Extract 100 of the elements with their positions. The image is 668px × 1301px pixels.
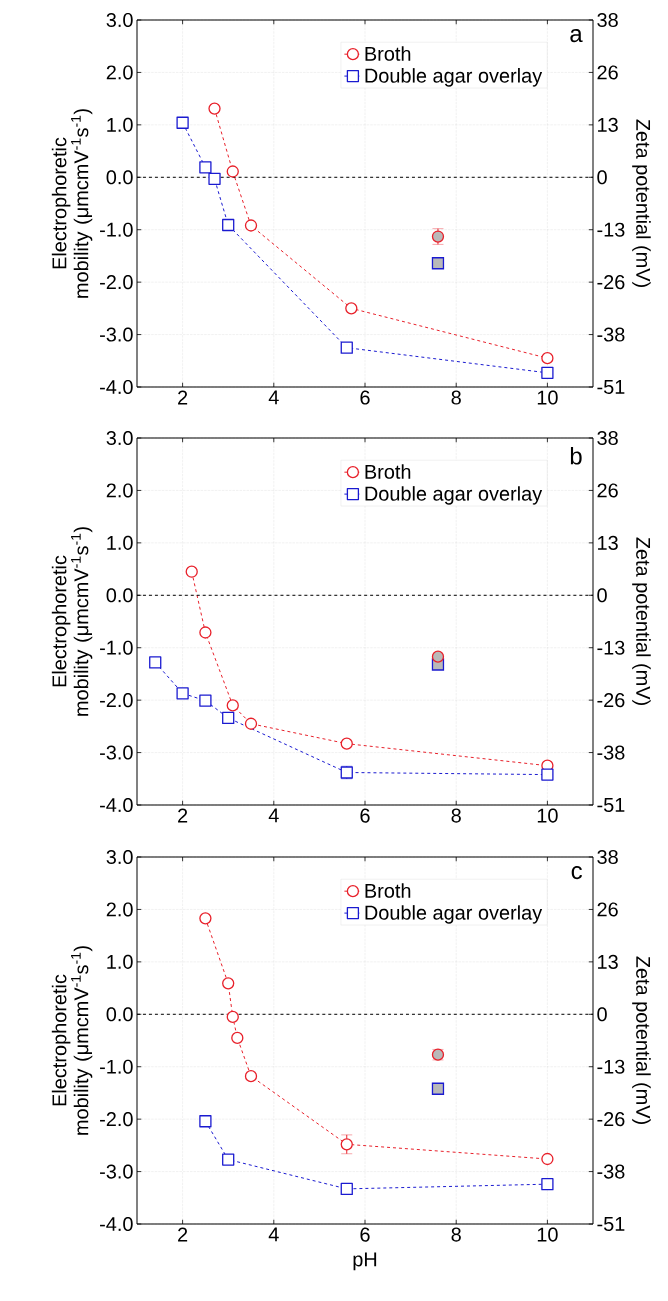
y2-axis-title: Zeta potential (mV) <box>632 956 651 1124</box>
x-tick-label: 2 <box>178 1227 188 1242</box>
y2-tick-label: -51 <box>597 380 625 394</box>
y2-tick-label: 38 <box>597 430 618 446</box>
y2-tick-label: -38 <box>597 1164 625 1179</box>
point <box>185 565 198 578</box>
x-tick-label: 8 <box>451 390 461 405</box>
point <box>541 1178 554 1191</box>
point <box>244 1070 258 1083</box>
y-tick-label: -3.0 <box>100 1164 133 1179</box>
y2-tick-label: 13 <box>598 117 618 132</box>
annotation: a <box>570 29 583 43</box>
legend-label: Double agar overlay <box>365 905 543 924</box>
point <box>340 737 353 750</box>
point <box>199 161 212 174</box>
y2-tick-label: -13 <box>597 640 625 655</box>
y-tick-label: 2.0 <box>106 65 133 80</box>
x-tick-label: 6 <box>360 808 370 823</box>
legend-label: Broth <box>365 464 411 479</box>
point <box>222 977 235 990</box>
point <box>431 1082 445 1095</box>
point <box>541 1152 554 1166</box>
y-tick-label: -2.0 <box>100 275 133 290</box>
y2-tick-label: 26 <box>597 902 618 917</box>
x-axis-title: pH <box>353 1252 377 1271</box>
y2-tick-label: 0 <box>597 588 607 603</box>
x-tick-label: 6 <box>360 390 370 405</box>
point <box>340 341 353 354</box>
point <box>176 687 189 700</box>
y2-tick-label: 26 <box>597 65 618 80</box>
y-tick-label: -3.0 <box>100 745 133 760</box>
point <box>149 656 162 669</box>
y2-tick-label: -38 <box>597 327 625 342</box>
y-tick-label: -4.0 <box>100 379 133 395</box>
y2-tick-label: 26 <box>597 483 618 498</box>
y-axis-title: Electrophoretic mobility (μmcmV$^{-1}$s$^{-1}$) <box>51 109 93 298</box>
x-tick-label: 8 <box>451 808 461 823</box>
point <box>340 1182 353 1196</box>
x-tick-label: 10 <box>537 808 558 823</box>
y-tick-label: -2.0 <box>100 693 133 708</box>
y2-tick-label: -13 <box>597 1059 625 1074</box>
point <box>345 302 358 315</box>
y-axis-title: Electrophoretic mobility (μmcmV$^{-1}$s$^{-1}$) <box>51 527 93 716</box>
y-tick-label: 3.0 <box>106 849 133 865</box>
point <box>199 912 212 925</box>
point <box>541 352 554 365</box>
y-tick-label: 0.0 <box>106 1007 133 1022</box>
y2-tick-label: -38 <box>597 745 625 760</box>
legend-label: Double agar overlay <box>365 486 543 505</box>
y2-tick-label: 0 <box>597 1007 607 1022</box>
point <box>541 366 554 379</box>
y-tick-label: 2.0 <box>106 483 133 498</box>
legend-label: Broth <box>365 46 411 61</box>
y-tick-label: 0.0 <box>106 588 133 603</box>
annotation: c <box>571 866 583 880</box>
y2-tick-label: 0 <box>597 170 607 185</box>
point <box>340 1138 353 1151</box>
y2-tick-label: 13 <box>598 954 618 969</box>
y2-tick-label: 38 <box>597 849 618 865</box>
y-tick-label: -1.0 <box>100 222 133 237</box>
y2-tick-label: 13 <box>598 535 618 550</box>
y-tick-label: 1.0 <box>107 535 133 550</box>
y2-tick-label: -51 <box>597 1217 625 1231</box>
x-tick-label: 2 <box>178 390 188 405</box>
y2-axis-title: Zeta potential (mV) <box>632 537 651 705</box>
annotation: b <box>570 447 582 465</box>
point <box>431 650 445 663</box>
point <box>541 768 554 781</box>
x-tick-label: 8 <box>451 1227 461 1242</box>
point <box>208 102 221 115</box>
point <box>222 711 235 725</box>
legend-label: Broth <box>365 883 411 898</box>
y2-tick-label: -26 <box>597 1112 625 1127</box>
y-tick-label: -1.0 <box>100 1059 133 1074</box>
point <box>208 172 221 186</box>
y2-tick-label: 38 <box>597 12 618 28</box>
y-tick-label: -4.0 <box>100 797 133 813</box>
y-axis-title: Electrophoretic mobility (μmcmV$^{-1}$s$^{-1}$) <box>51 946 93 1135</box>
point <box>199 694 212 707</box>
x-tick-label: 4 <box>268 808 279 823</box>
point <box>231 1031 244 1045</box>
y2-tick-label: -13 <box>597 222 625 237</box>
y2-tick-label: -51 <box>597 798 625 812</box>
y2-axis-title: Zeta potential (mV) <box>632 119 651 287</box>
y-tick-label: -2.0 <box>100 1112 133 1127</box>
point <box>226 165 239 178</box>
x-tick-label: 6 <box>360 1227 370 1242</box>
point <box>176 116 189 129</box>
point <box>244 219 258 232</box>
x-tick-label: 10 <box>537 1227 558 1242</box>
y-tick-label: 0.0 <box>106 170 133 185</box>
point <box>222 218 235 232</box>
x-tick-label: 2 <box>178 808 188 823</box>
y2-tick-label: -26 <box>597 693 625 708</box>
y-tick-label: 3.0 <box>106 12 133 28</box>
x-tick-label: 10 <box>537 390 558 405</box>
y-tick-label: 2.0 <box>106 902 133 917</box>
legend-label: Double agar overlay <box>365 68 543 87</box>
point <box>431 257 445 270</box>
point <box>199 626 212 639</box>
